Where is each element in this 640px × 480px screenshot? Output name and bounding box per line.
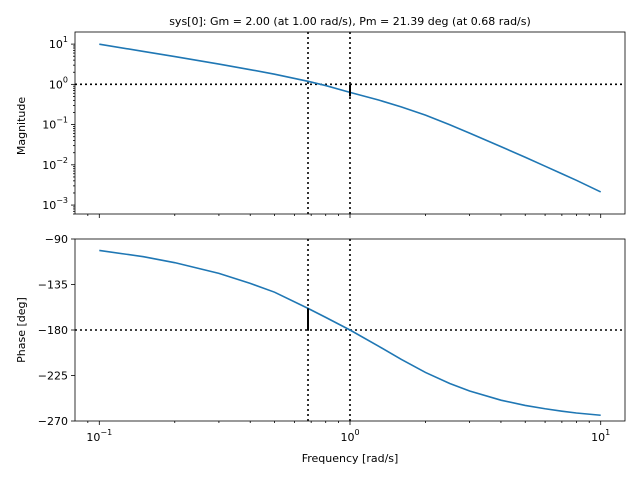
phase-y-ticks: −90 −135 −180 −225 −270 bbox=[38, 233, 75, 428]
magnitude-guides bbox=[75, 32, 625, 214]
x-axis-label: Frequency [rad/s] bbox=[302, 452, 399, 465]
y-tick-label: −180 bbox=[38, 324, 68, 337]
phase-panel: −90 −135 −180 −225 −270 10−1 100 101 Phase [de… bbox=[15, 233, 626, 444]
magnitude-ylabel: Magnitude bbox=[15, 97, 28, 156]
phase-ylabel: Phase [deg] bbox=[15, 297, 28, 363]
y-tick-label: −270 bbox=[38, 415, 68, 428]
magnitude-x-ticks bbox=[87, 214, 602, 218]
phase-x-ticks: 10−1 100 101 bbox=[86, 421, 610, 444]
y-tick-label: −225 bbox=[38, 370, 68, 383]
y-tick-label: 10−3 bbox=[42, 196, 68, 212]
y-tick-label: −135 bbox=[38, 279, 68, 292]
magnitude-y-ticks: 101 100 10−1 10−2 10−3 bbox=[42, 35, 75, 215]
y-tick-label: 101 bbox=[49, 35, 68, 51]
x-tick-label: 100 bbox=[340, 428, 359, 444]
magnitude-curve bbox=[99, 43, 602, 193]
x-tick-label: 101 bbox=[591, 428, 610, 444]
y-tick-label: 10−1 bbox=[42, 116, 68, 132]
phase-curve bbox=[99, 249, 601, 417]
y-tick-label: 100 bbox=[49, 75, 68, 91]
chart-title: sys[0]: Gm = 2.00 (at 1.00 rad/s), Pm = … bbox=[169, 15, 531, 28]
magnitude-panel: 101 100 10−1 10−2 10−3 Magnitude bbox=[15, 31, 626, 218]
x-tick-label: 10−1 bbox=[86, 428, 112, 444]
y-tick-label: 10−2 bbox=[42, 156, 68, 172]
y-tick-label: −90 bbox=[45, 233, 68, 246]
